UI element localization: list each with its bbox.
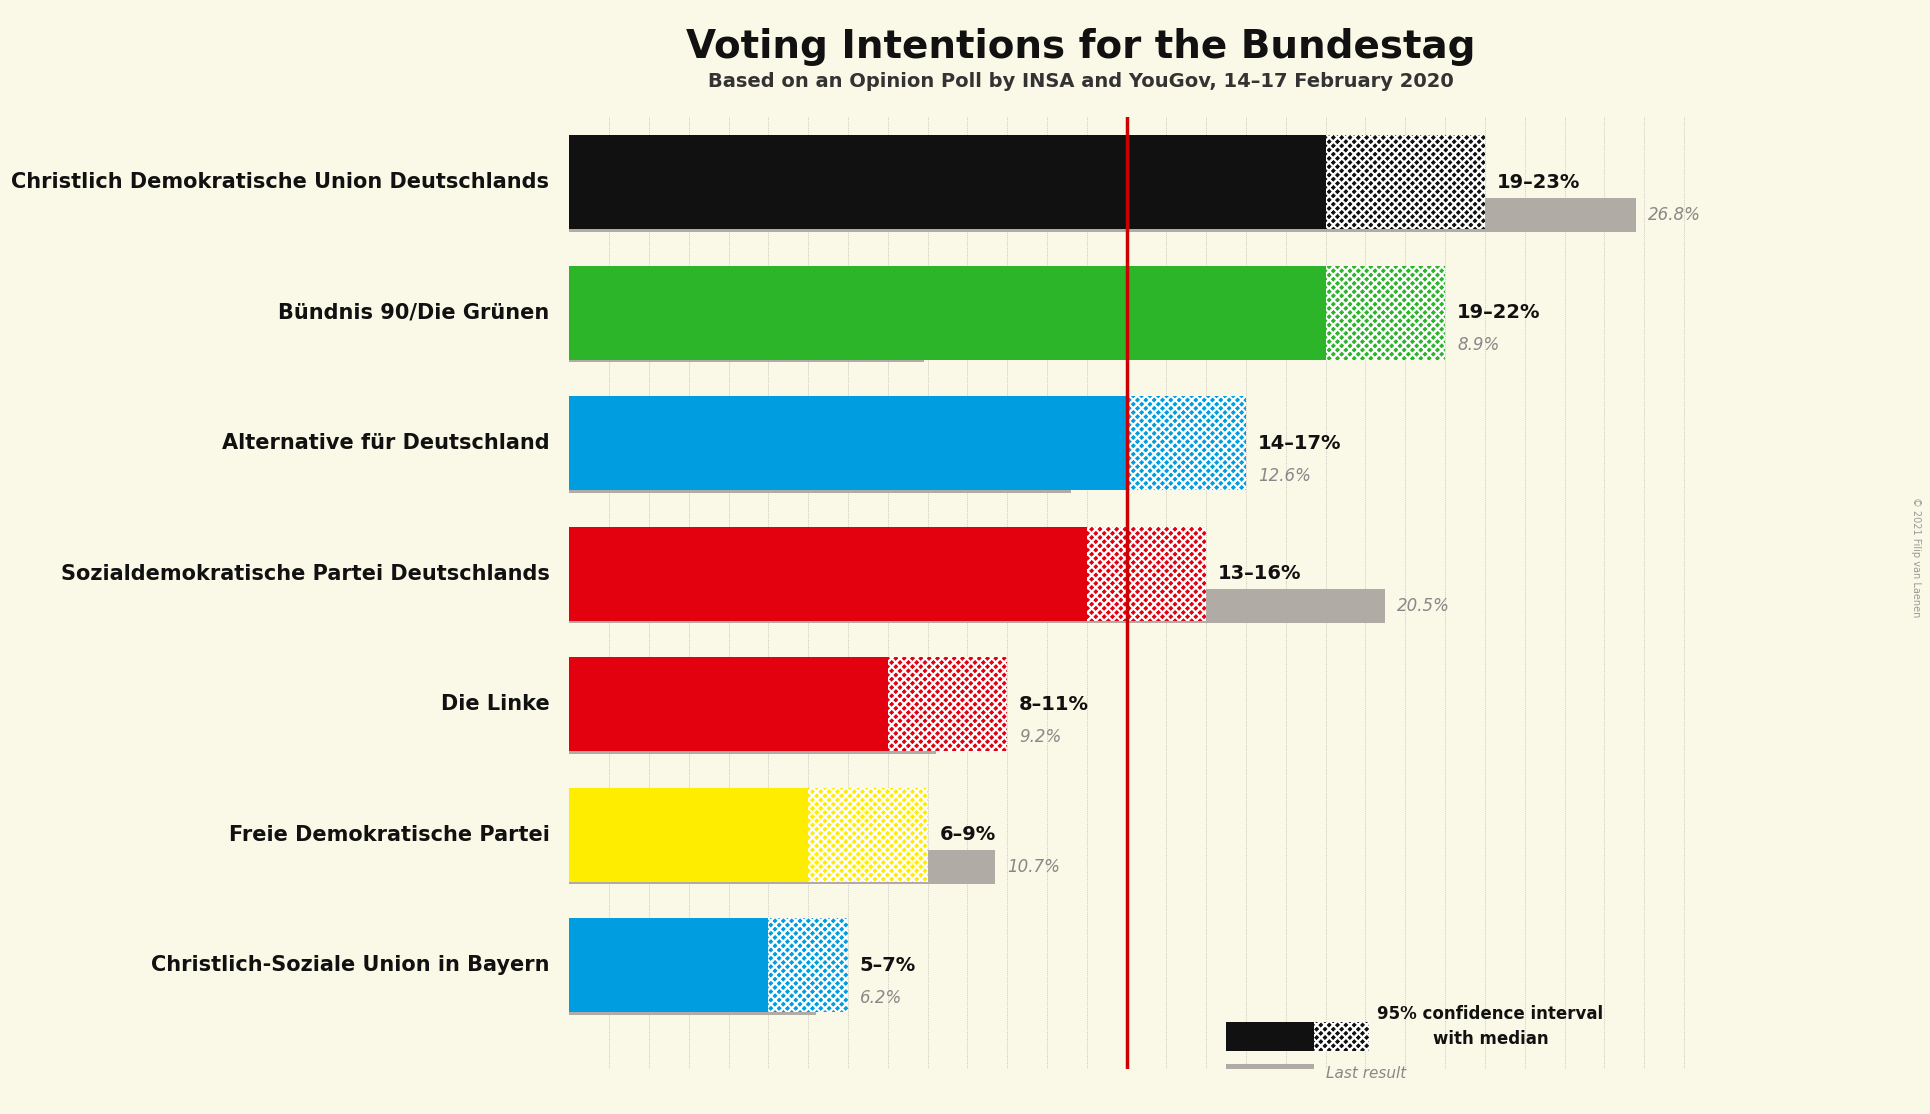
Bar <box>809 788 928 881</box>
Bar <box>1326 135 1484 229</box>
Bar <box>1226 1023 1314 1052</box>
Bar <box>768 918 847 1012</box>
Bar <box>1326 266 1446 360</box>
Bar <box>768 918 847 1012</box>
Text: Christlich-Soziale Union in Bayern: Christlich-Soziale Union in Bayern <box>151 955 550 975</box>
Bar <box>888 657 1007 751</box>
Bar <box>569 788 809 881</box>
Bar <box>809 788 928 881</box>
Bar <box>1314 1023 1370 1052</box>
Text: 10.7%: 10.7% <box>1007 858 1060 877</box>
Bar <box>809 788 928 881</box>
Text: 19–23%: 19–23% <box>1498 173 1581 192</box>
Text: 14–17%: 14–17% <box>1258 433 1341 452</box>
Bar <box>569 135 1326 229</box>
Text: 5–7%: 5–7% <box>861 956 917 975</box>
Bar <box>1087 527 1206 620</box>
Bar <box>1127 397 1247 490</box>
Text: Alternative für Deutschland: Alternative für Deutschland <box>222 433 550 453</box>
Text: 6.2%: 6.2% <box>861 989 901 1007</box>
Text: 9.2%: 9.2% <box>1019 727 1062 745</box>
Bar <box>1127 397 1247 490</box>
Text: 95% confidence interval
with median: 95% confidence interval with median <box>1378 1005 1604 1048</box>
Text: Freie Demokratische Partei: Freie Demokratische Partei <box>228 824 550 844</box>
Bar <box>569 657 888 751</box>
Text: Sozialdemokratische Partei Deutschlands: Sozialdemokratische Partei Deutschlands <box>60 564 550 584</box>
Bar <box>1314 1023 1370 1052</box>
Bar <box>1326 135 1484 229</box>
Text: 8.9%: 8.9% <box>1457 336 1500 354</box>
Bar <box>768 918 847 1012</box>
Bar <box>569 527 1087 620</box>
Text: Voting Intentions for the Bundestag: Voting Intentions for the Bundestag <box>685 28 1476 66</box>
Text: Bündnis 90/Die Grünen: Bündnis 90/Die Grünen <box>278 303 550 323</box>
Bar <box>1127 397 1247 490</box>
Bar <box>1314 1023 1370 1052</box>
Bar <box>569 850 996 885</box>
Text: © 2021 Filip van Laenen: © 2021 Filip van Laenen <box>1911 497 1922 617</box>
Bar <box>1087 527 1206 620</box>
Bar <box>1087 527 1206 620</box>
Bar <box>1326 266 1446 360</box>
Bar <box>1226 1064 1314 1083</box>
Bar <box>569 918 768 1012</box>
Text: 6–9%: 6–9% <box>940 825 996 844</box>
Bar <box>569 198 1637 232</box>
Text: 20.5%: 20.5% <box>1397 597 1449 615</box>
Text: 19–22%: 19–22% <box>1457 303 1540 322</box>
Text: 13–16%: 13–16% <box>1218 564 1301 583</box>
Bar <box>569 266 1326 360</box>
Bar <box>1326 135 1484 229</box>
Bar <box>569 397 1127 490</box>
Bar <box>1326 266 1446 360</box>
Text: Last result: Last result <box>1326 1066 1405 1081</box>
Text: Christlich Demokratische Union Deutschlands: Christlich Demokratische Union Deutschla… <box>12 173 550 193</box>
Bar <box>569 720 936 754</box>
Bar <box>569 589 1386 623</box>
Bar <box>569 459 1071 492</box>
Text: Based on an Opinion Poll by INSA and YouGov, 14–17 February 2020: Based on an Opinion Poll by INSA and You… <box>708 72 1453 91</box>
Text: 12.6%: 12.6% <box>1258 467 1310 485</box>
Text: 26.8%: 26.8% <box>1648 206 1700 224</box>
Bar <box>888 657 1007 751</box>
Bar <box>569 329 924 362</box>
Text: 8–11%: 8–11% <box>1019 695 1089 714</box>
Bar <box>569 980 816 1015</box>
Bar <box>888 657 1007 751</box>
Text: Die Linke: Die Linke <box>440 694 550 714</box>
